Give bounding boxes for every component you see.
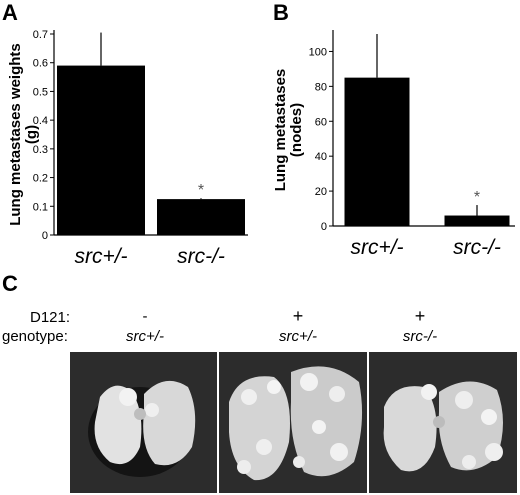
chart-b-ylabel: Lung metastases(nodes) [272, 69, 305, 192]
chart-a-bar-0 [57, 65, 145, 235]
chart-b-category-label-0: src+/- [350, 236, 403, 259]
chart-a-bar-1 [157, 199, 245, 235]
chart-a-ylabel-line-1: (g) [23, 125, 40, 144]
col3-d121-value: + [414, 306, 426, 326]
col1-genotype-value: src+/- [126, 328, 164, 345]
chart-b-annotation-1: * [474, 189, 480, 206]
chart-a-category-label-1-genotype: -/- [205, 245, 225, 268]
chart-b-bar-1 [444, 215, 510, 226]
chart-a-category-label-1-gene: src [177, 245, 205, 268]
chart-a-category-label-0-gene: src [74, 245, 102, 268]
chart-a-ytick-label-4: 0.4 [33, 115, 48, 127]
col2-d121-value: + [292, 306, 304, 326]
chart-a-ytick-label-6: 0.6 [33, 58, 48, 70]
chart-b-ylabel-line-1: (nodes) [288, 103, 305, 157]
chart-b: Lung metastases(nodes)020406080100src+/-… [272, 30, 515, 259]
col2-genotype-value: src+/- [279, 328, 317, 345]
chart-b-ytick-label-1: 20 [315, 186, 327, 198]
chart-a-category-label-1: src-/- [177, 245, 225, 268]
chart-a-ytick-label-7: 0.7 [33, 29, 48, 41]
chart-b-ytick-label-0: 0 [321, 221, 327, 233]
chart-b-ytick-label-5: 100 [309, 46, 327, 58]
chart-a-ytick-label-1: 0.1 [33, 201, 48, 213]
chart-b-ytick-label-3: 60 [315, 116, 327, 128]
chart-a: Lung metastases weights(g)00.10.20.30.40… [7, 29, 248, 268]
d121-row-label: D121: [30, 309, 71, 326]
chart-a-annotation-1: * [198, 182, 204, 199]
chart-a-ylabel: Lung metastases weights(g) [7, 43, 40, 226]
chart-a-category-label-0-genotype: +/- [102, 245, 127, 268]
chart-b-category-label-0-genotype: +/- [378, 236, 403, 259]
chart-b-category-label-1-genotype: -/- [481, 236, 501, 259]
col3-genotype-value: src-/- [402, 328, 438, 345]
chart-a-category-label-0: src+/- [74, 245, 127, 268]
chart-b-ytick-label-2: 40 [315, 151, 327, 163]
panel-label-c: C [2, 271, 18, 296]
col1-d121-value: - [142, 308, 148, 325]
chart-b-bar-0 [344, 77, 410, 227]
panel-label-b: B [273, 0, 289, 25]
panel-label-a: A [2, 0, 18, 25]
lung-photo-1 [70, 352, 217, 493]
chart-a-ytick-label-5: 0.5 [33, 86, 48, 98]
chart-b-category-label-1-gene: src [453, 236, 481, 259]
chart-b-ylabel-line-0: Lung metastases [272, 69, 289, 192]
chart-a-ytick-label-0: 0 [42, 230, 48, 242]
chart-a-ytick-label-2: 0.2 [33, 173, 48, 185]
chart-b-category-label-0-gene: src [350, 236, 378, 259]
chart-a-ytick-label-3: 0.3 [33, 144, 48, 156]
chart-b-ytick-label-4: 80 [315, 81, 327, 93]
lung-photo-2 [219, 352, 367, 493]
chart-a-ylabel-line-0: Lung metastases weights [7, 43, 24, 226]
lung-photo-3 [369, 352, 517, 493]
chart-b-category-label-1: src-/- [453, 236, 501, 259]
genotype-row-label: genotype: [2, 328, 68, 345]
